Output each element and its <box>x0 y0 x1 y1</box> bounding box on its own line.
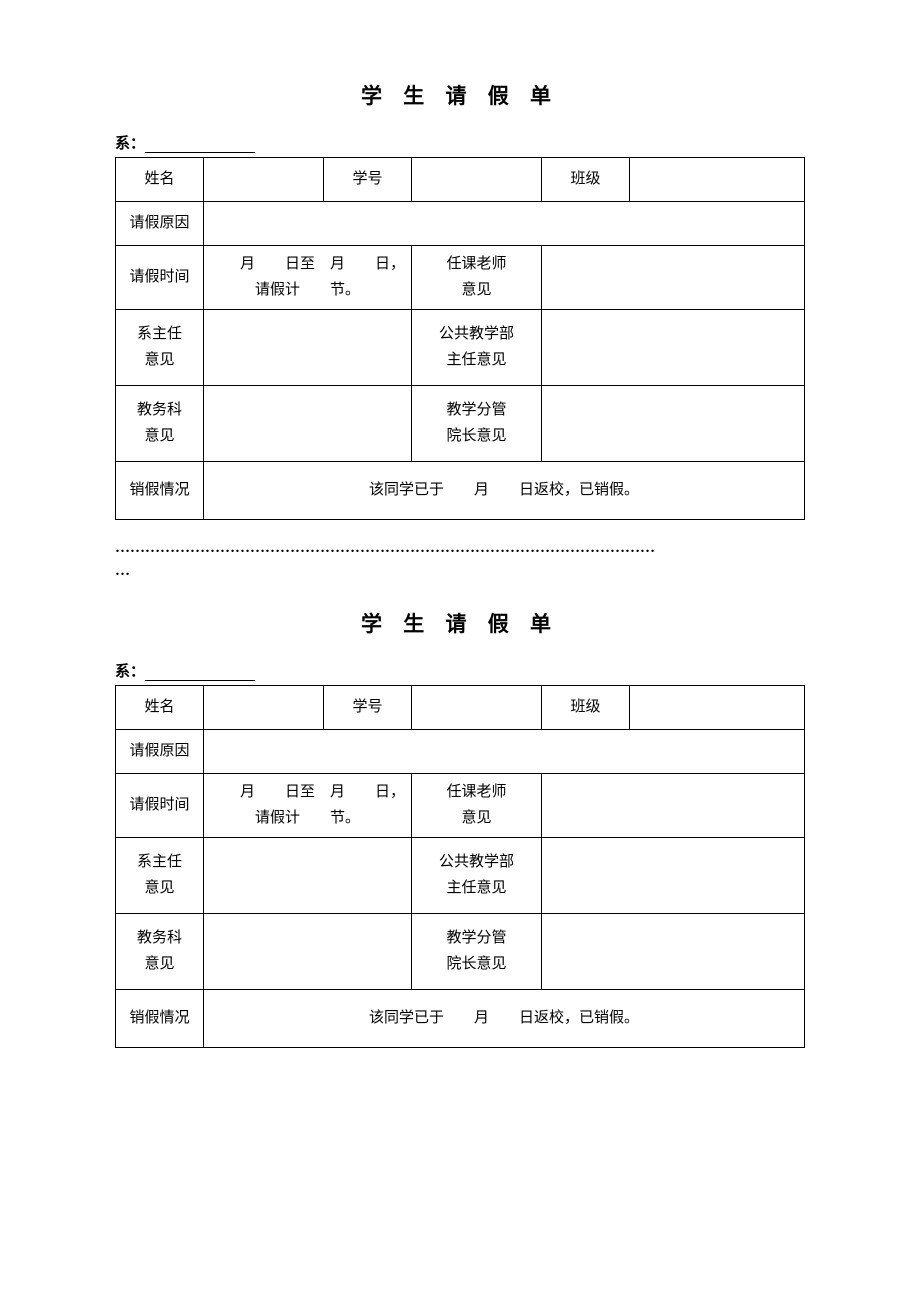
label-teacher-opinion: 任课老师意见 <box>412 246 542 310</box>
label-leave-time: 请假时间 <box>116 246 204 310</box>
label-student-id: 学号 <box>324 158 412 202</box>
label-reason: 请假原因 <box>116 202 204 246</box>
label-name: 姓名 <box>116 158 204 202</box>
tear-divider: ……………………………………………………………………………………………… <box>115 538 805 559</box>
field-name[interactable] <box>204 158 324 202</box>
label-vice-dean-opinion: 教学分管院长意见 <box>412 914 542 990</box>
field-cancel-leave[interactable]: 该同学已于 月 日返校，已销假。 <box>204 462 805 520</box>
field-reason[interactable] <box>204 730 805 774</box>
label-class: 班级 <box>542 158 630 202</box>
dept-label: 系： <box>115 136 145 152</box>
label-public-teaching-opinion: 公共教学部主任意见 <box>412 310 542 386</box>
field-vice-dean-opinion[interactable] <box>542 914 805 990</box>
table-row: 系主任意见 公共教学部主任意见 <box>116 838 805 914</box>
field-academic-opinion[interactable] <box>204 914 412 990</box>
field-public-teaching-opinion[interactable] <box>542 310 805 386</box>
label-class: 班级 <box>542 686 630 730</box>
form-title: 学 生 请 假 单 <box>115 80 805 110</box>
field-student-id[interactable] <box>412 686 542 730</box>
label-dept-head-opinion: 系主任意见 <box>116 310 204 386</box>
table-row: 姓名 学号 班级 <box>116 158 805 202</box>
leave-form-table: 姓名 学号 班级 请假原因 请假时间 月 日至 月 日，请假计 节。 任课老师意… <box>115 685 805 1048</box>
label-vice-dean-opinion: 教学分管院长意见 <box>412 386 542 462</box>
table-row: 请假原因 <box>116 202 805 246</box>
field-leave-time[interactable]: 月 日至 月 日，请假计 节。 <box>204 246 412 310</box>
label-academic-opinion: 教务科意见 <box>116 914 204 990</box>
table-row: 销假情况 该同学已于 月 日返校，已销假。 <box>116 990 805 1048</box>
label-cancel-leave: 销假情况 <box>116 990 204 1048</box>
field-dept-head-opinion[interactable] <box>204 310 412 386</box>
table-row: 教务科意见 教学分管院长意见 <box>116 386 805 462</box>
field-name[interactable] <box>204 686 324 730</box>
form-title: 学 生 请 假 单 <box>115 608 805 638</box>
dept-blank[interactable] <box>145 665 255 681</box>
label-academic-opinion: 教务科意见 <box>116 386 204 462</box>
leave-form-table: 姓名 学号 班级 请假原因 请假时间 月 日至 月 日，请假计 节。 任课老师意… <box>115 157 805 520</box>
table-row: 教务科意见 教学分管院长意见 <box>116 914 805 990</box>
field-class[interactable] <box>630 686 805 730</box>
table-row: 销假情况 该同学已于 月 日返校，已销假。 <box>116 462 805 520</box>
field-vice-dean-opinion[interactable] <box>542 386 805 462</box>
label-teacher-opinion: 任课老师意见 <box>412 774 542 838</box>
tear-divider-tail: … <box>115 563 805 580</box>
table-row: 请假时间 月 日至 月 日，请假计 节。 任课老师意见 <box>116 774 805 838</box>
field-dept-head-opinion[interactable] <box>204 838 412 914</box>
field-public-teaching-opinion[interactable] <box>542 838 805 914</box>
label-dept-head-opinion: 系主任意见 <box>116 838 204 914</box>
field-academic-opinion[interactable] <box>204 386 412 462</box>
dept-blank[interactable] <box>145 137 255 153</box>
field-teacher-opinion[interactable] <box>542 246 805 310</box>
table-row: 请假时间 月 日至 月 日，请假计 节。 任课老师意见 <box>116 246 805 310</box>
table-row: 姓名 学号 班级 <box>116 686 805 730</box>
field-cancel-leave[interactable]: 该同学已于 月 日返校，已销假。 <box>204 990 805 1048</box>
field-class[interactable] <box>630 158 805 202</box>
field-reason[interactable] <box>204 202 805 246</box>
dept-label: 系： <box>115 664 145 680</box>
label-public-teaching-opinion: 公共教学部主任意见 <box>412 838 542 914</box>
dept-line: 系： <box>115 132 805 153</box>
table-row: 请假原因 <box>116 730 805 774</box>
label-student-id: 学号 <box>324 686 412 730</box>
label-leave-time: 请假时间 <box>116 774 204 838</box>
label-reason: 请假原因 <box>116 730 204 774</box>
label-cancel-leave: 销假情况 <box>116 462 204 520</box>
table-row: 系主任意见 公共教学部主任意见 <box>116 310 805 386</box>
field-student-id[interactable] <box>412 158 542 202</box>
field-leave-time[interactable]: 月 日至 月 日，请假计 节。 <box>204 774 412 838</box>
label-name: 姓名 <box>116 686 204 730</box>
dept-line: 系： <box>115 660 805 681</box>
field-teacher-opinion[interactable] <box>542 774 805 838</box>
